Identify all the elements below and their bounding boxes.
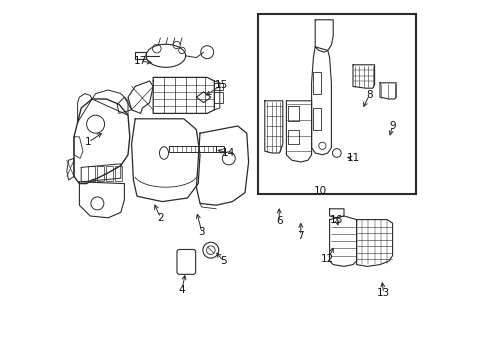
Text: 13: 13 — [377, 288, 390, 298]
Bar — [314, 72, 320, 94]
Text: 6: 6 — [276, 216, 283, 226]
Text: 2: 2 — [157, 213, 164, 223]
Text: 11: 11 — [346, 153, 360, 163]
Text: 8: 8 — [366, 90, 372, 100]
Text: 5: 5 — [220, 256, 227, 266]
Bar — [216, 146, 224, 152]
Bar — [116, 166, 122, 181]
Bar — [215, 92, 223, 103]
Bar — [88, 166, 95, 181]
Bar — [258, 14, 416, 194]
Bar — [314, 108, 320, 130]
Text: 4: 4 — [179, 285, 185, 295]
Text: 3: 3 — [198, 227, 205, 237]
Text: 17: 17 — [134, 56, 147, 66]
Text: 1: 1 — [85, 137, 92, 147]
Text: 12: 12 — [321, 254, 335, 264]
Bar — [106, 166, 113, 181]
Bar — [215, 83, 223, 90]
Bar — [288, 130, 299, 144]
Text: 16: 16 — [330, 215, 343, 225]
Text: 10: 10 — [314, 186, 327, 196]
Bar — [288, 106, 299, 121]
Text: 15: 15 — [215, 80, 228, 90]
Text: 9: 9 — [389, 121, 396, 131]
Bar — [98, 166, 104, 181]
Text: 7: 7 — [297, 231, 304, 241]
Text: 14: 14 — [222, 148, 235, 158]
